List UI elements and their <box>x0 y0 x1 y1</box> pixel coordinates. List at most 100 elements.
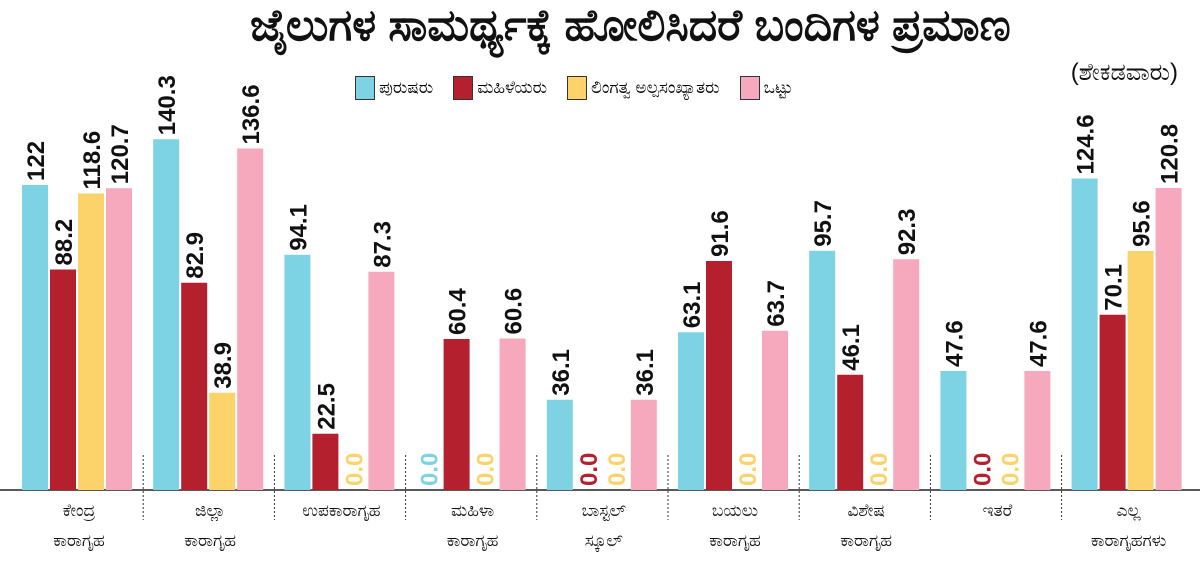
bar <box>284 254 311 490</box>
data-label: 95.7 <box>810 200 837 247</box>
data-label: 136.6 <box>238 84 265 144</box>
data-label: 95.6 <box>1129 200 1156 247</box>
legend-label: ಒಟ್ಟು <box>763 78 793 97</box>
bar <box>837 374 864 490</box>
bar <box>50 269 76 490</box>
bar <box>678 332 704 490</box>
category-label-line: ಉಪಕಾರಾಗೃಹ <box>302 501 381 520</box>
bar <box>706 261 732 490</box>
bar <box>940 371 967 490</box>
category-label-line: ಬಯಲು <box>711 501 759 520</box>
category-label-line <box>932 526 1062 556</box>
data-label: 124.6 <box>1073 114 1100 174</box>
data-label: 47.6 <box>1025 320 1052 367</box>
data-label: 0.0 <box>969 453 996 486</box>
data-label: 120.7 <box>107 124 134 184</box>
category-label: ಜಿಲ್ಲಾ ಕಾರಾಗೃಹ <box>145 496 275 556</box>
category-label-line: ಕಾರಾಗೃಹ <box>709 531 761 550</box>
data-label: 0.0 <box>473 453 500 486</box>
bar <box>368 271 395 490</box>
legend-label: ಮಹಿಳೆಯರು <box>477 78 548 97</box>
legend-label: ಪುರುಷರು <box>379 78 434 97</box>
data-label: 122 <box>23 141 50 181</box>
bar <box>893 259 920 490</box>
data-label: 47.6 <box>941 320 968 367</box>
data-label: 0.0 <box>417 453 444 486</box>
data-label: 92.3 <box>894 209 921 256</box>
bar <box>209 392 236 490</box>
data-label: 140.3 <box>154 75 181 135</box>
category-label-line: ಬಾಸ್ಟಲ್ <box>581 501 626 520</box>
bar <box>312 433 339 490</box>
data-label: 36.1 <box>632 349 659 396</box>
category-label: ವಿಶೇಷ ಕಾರಾಗೃಹ <box>801 496 931 556</box>
data-label: 60.4 <box>445 288 472 335</box>
data-label: 63.7 <box>763 280 790 327</box>
bar <box>762 330 788 490</box>
data-label: 87.3 <box>369 221 396 268</box>
legend-item-women: ಮಹಿಳೆಯರು <box>453 76 547 100</box>
bar <box>22 185 48 490</box>
category-label-line: ಇತರೆ <box>982 501 1013 520</box>
category-label-line: ಮಹಿಳಾ <box>451 501 495 520</box>
data-label: 0.0 <box>341 453 368 486</box>
data-label: 0.0 <box>735 453 762 486</box>
bar <box>443 339 470 490</box>
category-label-line <box>276 526 406 556</box>
data-label: 94.1 <box>285 204 312 251</box>
bar <box>1155 188 1182 490</box>
data-label: 118.6 <box>79 131 106 190</box>
category-label-line: ಕಾರಾಗೃಹಗಳು <box>1090 531 1167 550</box>
category-label-line: ಸ್ಕೂಲ್ <box>584 531 623 550</box>
data-label: 0.0 <box>576 453 603 486</box>
chart-subtitle: (ಶೇಕಡವಾರು) <box>1070 59 1178 86</box>
bar <box>106 188 132 490</box>
legend-swatch <box>453 76 474 100</box>
data-label: 63.1 <box>679 282 706 329</box>
data-label: 82.9 <box>182 232 209 279</box>
category-label-line: ಕಾರಾಗೃಹ <box>53 531 105 550</box>
data-label: 88.2 <box>51 219 78 266</box>
legend-swatch <box>355 76 375 100</box>
bar <box>78 193 104 490</box>
data-label: 60.6 <box>501 288 528 335</box>
bar <box>1099 314 1126 490</box>
category-label: ಕೇಂದ್ರ ಕಾರಾಗೃಹ <box>14 496 144 556</box>
legend-swatch <box>739 76 760 100</box>
chart-title: ಜೈಲುಗಳ ಸಾಮರ್ಥ್ಯಕ್ಕೆ ಹೋಲಿಸಿದರೆ ಬಂದಿಗಳ ಪ್ರ… <box>250 1 1011 50</box>
bar <box>546 399 573 490</box>
category-label-line: ವಿಶೇಷ <box>847 501 885 520</box>
category-label: ಎಲ್ಲ ಕಾರಾಗೃಹಗಳು <box>1064 496 1194 556</box>
bar <box>181 282 208 490</box>
data-label: 70.1 <box>1101 264 1128 311</box>
legend-item-total: ಒಟ್ಟು <box>739 76 793 100</box>
data-label: 0.0 <box>604 453 631 486</box>
legend-swatch <box>567 76 588 100</box>
bar <box>237 148 264 490</box>
bar <box>153 139 180 490</box>
legend-label: ಲಿಂಗತ್ವ ಅಲ್ಪಸಂಖ್ಯಾತರು <box>591 78 720 97</box>
data-label: 22.5 <box>313 383 340 430</box>
bar <box>1127 251 1154 490</box>
data-label: 91.6 <box>707 210 734 257</box>
bar <box>630 399 657 490</box>
data-label: 0.0 <box>997 453 1024 486</box>
data-label: 38.9 <box>210 342 237 389</box>
data-label: 46.1 <box>838 324 865 371</box>
data-label: 120.8 <box>1157 124 1184 184</box>
category-label-line: ಜಿಲ್ಲಾ <box>194 501 226 520</box>
category-label: ಬಾಸ್ಟಲ್ ಸ್ಕೂಲ್ <box>539 496 669 556</box>
category-label-line: ಎಲ್ಲ <box>1116 501 1141 520</box>
legend-item-men: ಪುರುಷರು <box>355 76 433 100</box>
data-label: 36.1 <box>548 349 575 396</box>
category-label-line: ಕಾರಾಗೃಹ <box>184 531 236 550</box>
bar <box>1024 371 1051 490</box>
data-label: 0.0 <box>866 453 893 486</box>
bar <box>809 250 836 490</box>
legend-item-transgender: ಲಿಂಗತ್ವ ಅಲ್ಪಸಂಖ್ಯಾತರು <box>567 76 720 100</box>
category-label: ಇತರೆ <box>932 496 1062 556</box>
category-label: ಉಪಕಾರಾಗೃಹ <box>276 496 406 556</box>
category-label-line: ಕಾರಾಗೃಹ <box>446 531 499 550</box>
bar <box>1071 178 1098 490</box>
